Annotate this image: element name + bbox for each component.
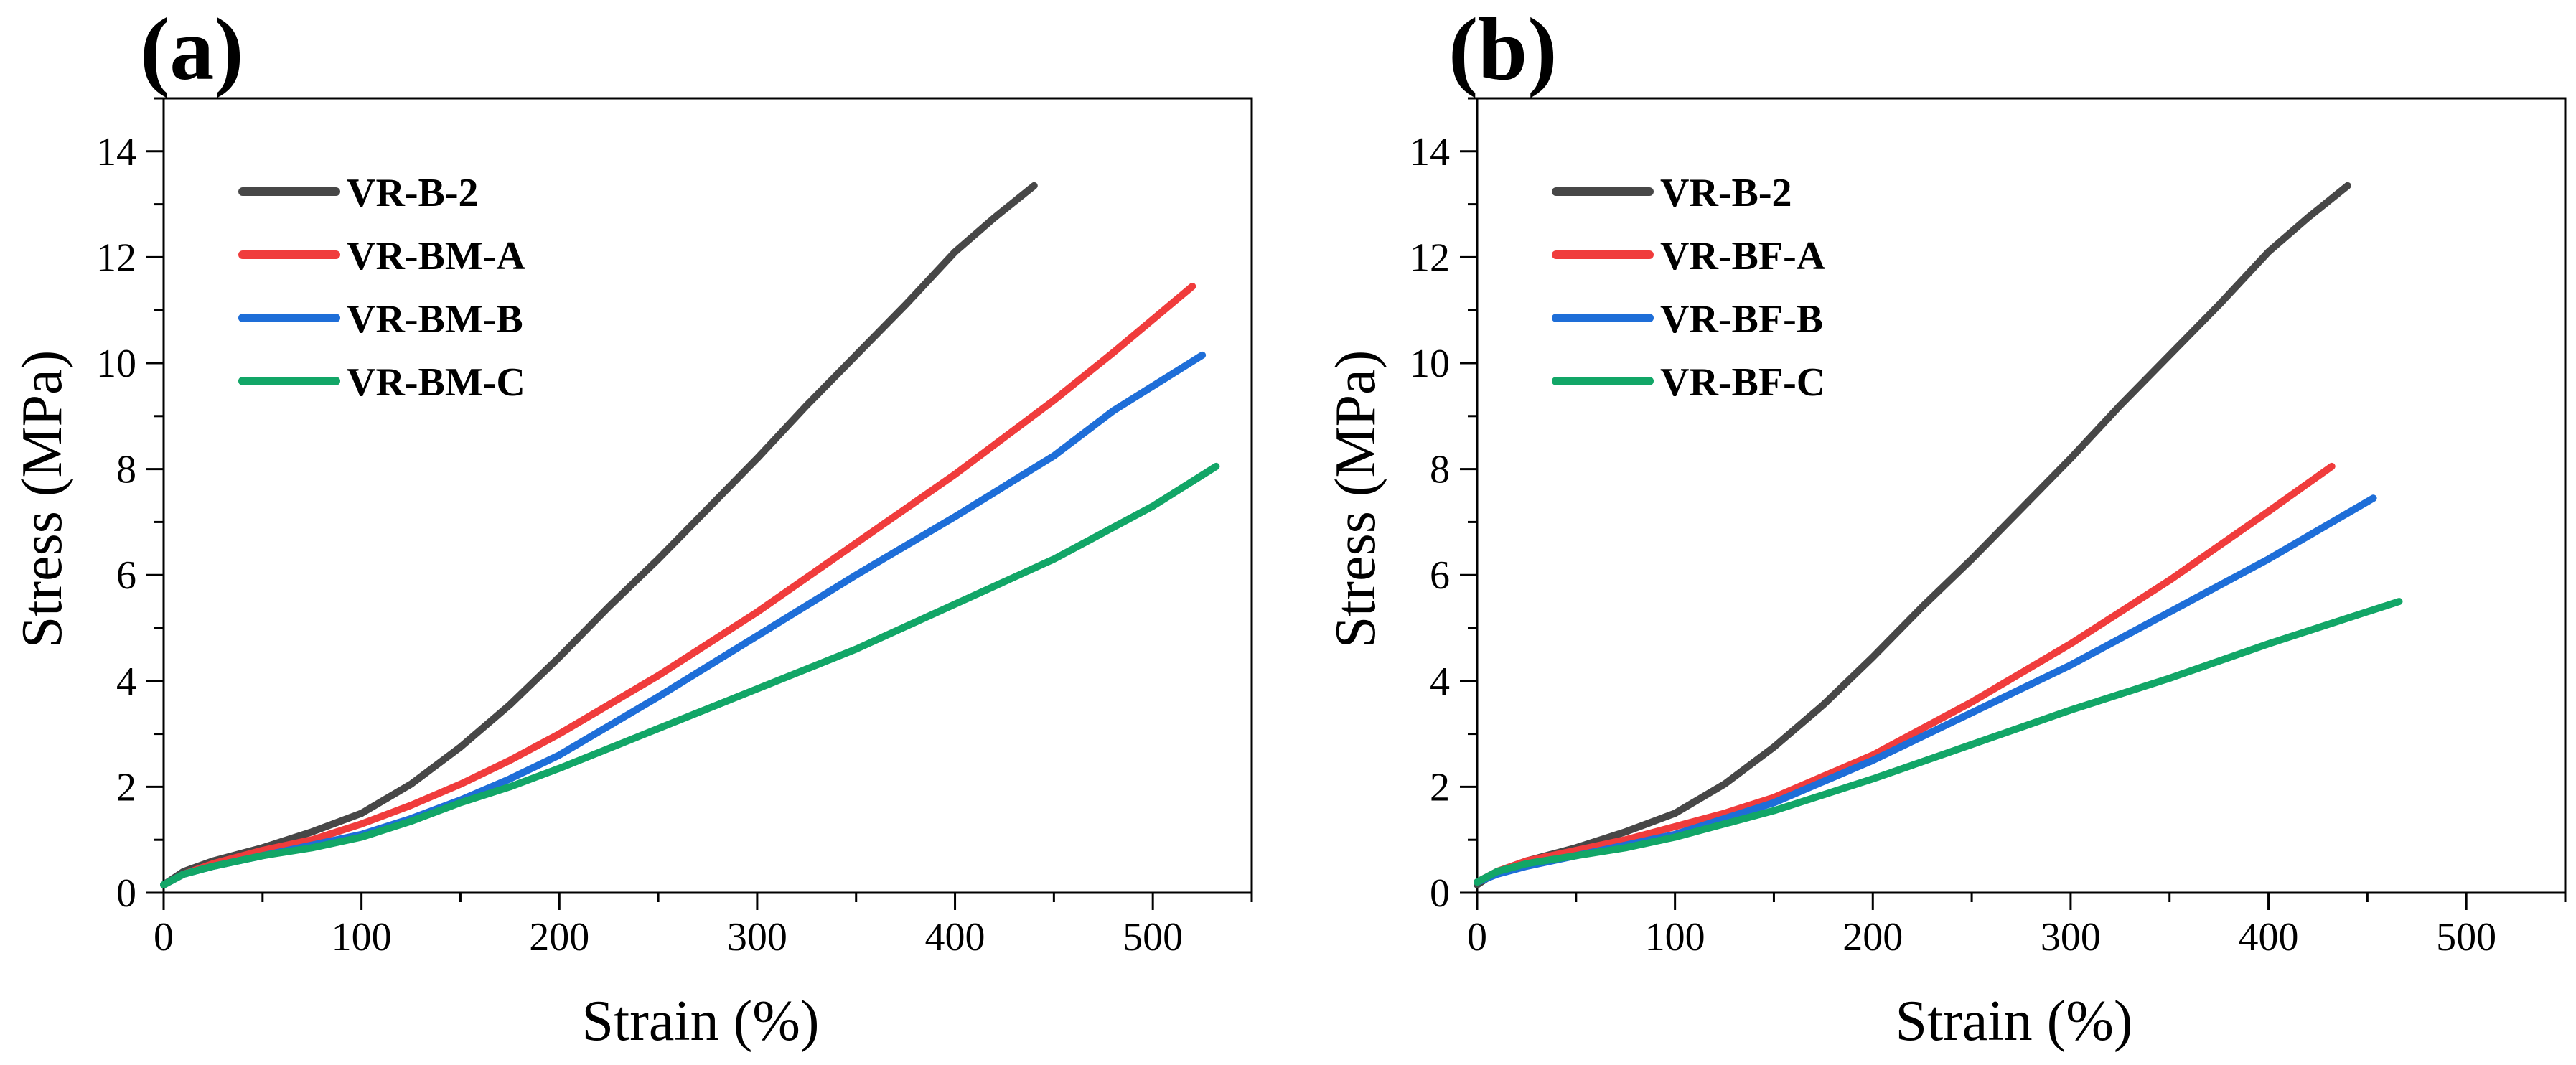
x-tick-label: 100 — [332, 915, 392, 960]
legend: VR-B-2 VR-BF-A VR-BF-B VR-BF-C — [1552, 171, 1826, 405]
y-tick-label: 6 — [116, 553, 136, 598]
x-axis-title: Strain (%) — [581, 990, 819, 1053]
x-axis-title: Strain (%) — [1895, 990, 2132, 1053]
legend-label-vr-bm-a: VR-BM-A — [347, 234, 525, 278]
x-tick-label: 300 — [727, 915, 787, 960]
x-tick-label: 500 — [1123, 915, 1183, 960]
panel-label: (b) — [1448, 0, 1558, 98]
legend-label-vr-bm-c: VR-BM-C — [347, 360, 525, 405]
plot-frame — [162, 97, 1253, 894]
series-line-vr-bf-a — [1474, 462, 2336, 886]
y-tick-label: 0 — [1430, 871, 1450, 916]
y-tick-label: 10 — [1410, 342, 1450, 386]
x-tick-label: 300 — [2041, 915, 2101, 960]
y-tick-label: 6 — [1430, 553, 1450, 598]
y-tick-label: 8 — [1430, 448, 1450, 492]
y-tick-label: 0 — [116, 871, 136, 916]
x-tick-label: 100 — [1645, 915, 1705, 960]
y-tick-label: 14 — [96, 130, 136, 174]
x-tick-label: 400 — [925, 915, 985, 960]
axis-ticks — [1460, 97, 2567, 910]
legend-label-vr-bm-b: VR-BM-B — [347, 297, 523, 342]
legend-label-vr-bf-b: VR-BF-B — [1660, 297, 1823, 342]
series-line-vr-b-2 — [160, 182, 1038, 888]
legend: VR-B-2 VR-BM-A VR-BM-B VR-BM-C — [238, 171, 525, 405]
legend-label-vr-bf-c: VR-BF-C — [1660, 360, 1825, 405]
y-tick-label: 4 — [1430, 660, 1450, 704]
y-tick-labels: 0 2 4 6 8 10 12 14 — [96, 130, 136, 916]
y-axis-title: Stress (MPa) — [1324, 350, 1387, 649]
x-tick-label: 200 — [529, 915, 589, 960]
y-tick-label: 12 — [96, 235, 136, 280]
series-lines — [1474, 182, 2403, 888]
y-tick-label: 10 — [96, 342, 136, 386]
y-tick-label: 14 — [1410, 130, 1450, 174]
x-tick-labels: 0 100 200 300 400 500 — [154, 915, 1183, 960]
series-lines — [160, 182, 1220, 888]
x-tick-label: 400 — [2239, 915, 2299, 960]
y-tick-labels: 0 2 4 6 8 10 12 14 — [1410, 130, 1450, 916]
legend-label-vr-b-2: VR-B-2 — [1660, 171, 1792, 215]
series-line-vr-b-2 — [1474, 182, 2351, 888]
series-line-vr-bm-a — [160, 283, 1196, 888]
plot-frame — [1476, 97, 2567, 894]
series-line-vr-bm-b — [160, 351, 1207, 888]
axis-ticks — [146, 97, 1253, 910]
x-tick-label: 0 — [154, 915, 174, 960]
y-axis-title: Stress (MPa) — [11, 350, 74, 649]
y-tick-label: 2 — [116, 765, 136, 810]
panel-label: (a) — [140, 0, 244, 98]
series-line-vr-bf-b — [1474, 494, 2377, 886]
y-tick-label: 2 — [1430, 765, 1450, 810]
x-tick-label: 200 — [1842, 915, 1903, 960]
legend-label-vr-b-2: VR-B-2 — [347, 171, 479, 215]
x-tick-label: 500 — [2436, 915, 2496, 960]
x-tick-label: 0 — [1467, 915, 1487, 960]
y-tick-label: 8 — [116, 448, 136, 492]
series-line-vr-bf-c — [1474, 598, 2403, 886]
y-tick-label: 12 — [1410, 235, 1450, 280]
series-line-vr-bm-c — [160, 462, 1220, 888]
x-tick-labels: 0 100 200 300 400 500 — [1467, 915, 2496, 960]
legend-label-vr-bf-a: VR-BF-A — [1660, 234, 1826, 278]
y-tick-label: 4 — [116, 660, 136, 704]
